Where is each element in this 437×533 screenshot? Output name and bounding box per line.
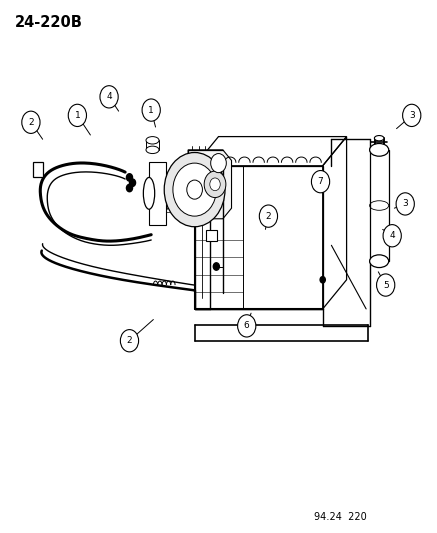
Text: 4: 4: [389, 231, 395, 240]
Text: 94․24  220: 94․24 220: [314, 512, 367, 522]
Text: 2: 2: [266, 212, 271, 221]
Circle shape: [238, 315, 256, 337]
Circle shape: [377, 274, 395, 296]
Circle shape: [129, 179, 135, 187]
Text: 3: 3: [402, 199, 408, 208]
Circle shape: [259, 205, 277, 227]
Circle shape: [100, 86, 118, 108]
Circle shape: [22, 111, 40, 133]
Circle shape: [164, 152, 225, 227]
Circle shape: [320, 277, 325, 283]
Circle shape: [68, 104, 87, 126]
Circle shape: [126, 184, 132, 192]
Text: 2: 2: [28, 118, 34, 127]
Bar: [33, 161, 43, 177]
Polygon shape: [149, 161, 166, 225]
Text: 2: 2: [127, 336, 132, 345]
Ellipse shape: [375, 135, 384, 141]
Circle shape: [402, 104, 421, 126]
Circle shape: [213, 263, 219, 270]
Circle shape: [204, 171, 226, 198]
Bar: [206, 230, 217, 241]
Circle shape: [120, 329, 139, 352]
Text: 3: 3: [409, 111, 415, 120]
Circle shape: [210, 178, 220, 191]
Circle shape: [173, 163, 216, 216]
Text: 1: 1: [148, 106, 154, 115]
Circle shape: [383, 224, 401, 247]
Ellipse shape: [143, 177, 155, 209]
Text: 24-220B: 24-220B: [14, 14, 82, 30]
Text: 6: 6: [244, 321, 250, 330]
Ellipse shape: [370, 255, 389, 268]
Circle shape: [396, 193, 414, 215]
Text: 4: 4: [106, 92, 112, 101]
Circle shape: [126, 174, 132, 181]
Ellipse shape: [161, 177, 172, 209]
Polygon shape: [188, 150, 232, 219]
Ellipse shape: [146, 146, 159, 154]
Circle shape: [211, 154, 226, 173]
Text: 5: 5: [383, 280, 388, 289]
Circle shape: [312, 171, 329, 193]
Circle shape: [142, 99, 160, 121]
Ellipse shape: [370, 143, 389, 156]
Text: 7: 7: [318, 177, 323, 186]
Circle shape: [187, 180, 202, 199]
Ellipse shape: [146, 136, 159, 144]
Text: 1: 1: [74, 111, 80, 120]
